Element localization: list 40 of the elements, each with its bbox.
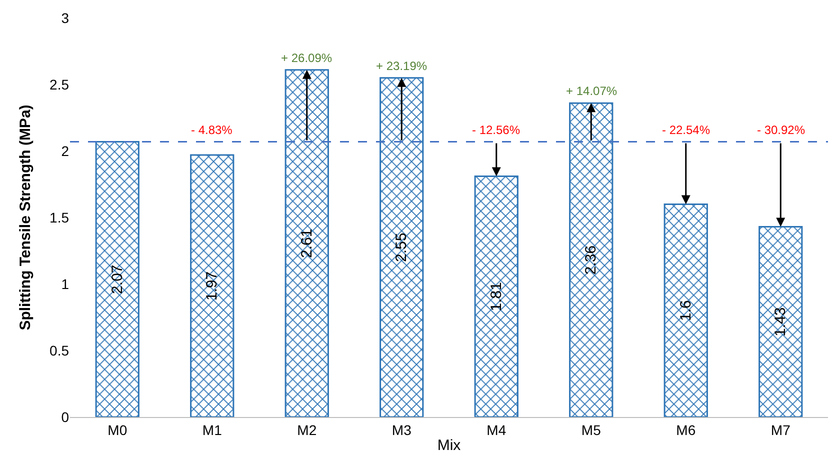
annotation: - 4.83% <box>191 123 233 137</box>
x-tick-label: M2 <box>297 422 317 438</box>
y-axis-title: Splitting Tensile Strength (MPa) <box>17 104 34 330</box>
data-label: 1.43 <box>772 307 790 337</box>
y-tick-label: 3 <box>61 10 70 26</box>
y-tick-label: 2 <box>61 142 70 159</box>
y-tick-label: 2.5 <box>50 76 70 92</box>
x-tick-label: M4 <box>486 422 506 438</box>
data-label: 2.07 <box>108 264 126 294</box>
bar <box>569 102 614 417</box>
x-tick-label: M6 <box>676 422 696 438</box>
bar <box>758 226 803 417</box>
annotation: + 23.19% <box>376 59 428 73</box>
x-tick-label: M5 <box>581 422 602 438</box>
annotation: - 22.54% <box>662 123 710 137</box>
data-label: 1.6 <box>677 300 694 322</box>
y-tick-label: 0.5 <box>50 342 70 358</box>
x-tick-label: M1 <box>202 422 222 438</box>
y-tick-label: 1 <box>61 276 70 292</box>
y-tick-label: 1.5 <box>50 209 70 226</box>
x-axis-title: Mix <box>437 436 462 454</box>
data-label: 2.36 <box>582 245 600 275</box>
bar <box>664 203 708 417</box>
annotation: - 30.92% <box>757 123 806 137</box>
annotation: + 26.09% <box>281 51 332 65</box>
bar <box>95 140 140 417</box>
bar <box>474 176 518 417</box>
annotation: - 12.56% <box>472 123 520 137</box>
y-tick-label: 0 <box>61 408 70 425</box>
bar <box>380 77 424 417</box>
data-label: 1.97 <box>204 271 221 301</box>
annotation: + 14.07% <box>566 84 618 98</box>
x-tick-label: M0 <box>108 422 128 438</box>
data-label: 2.61 <box>298 228 316 258</box>
x-tick-label: M3 <box>392 422 412 438</box>
x-tick-label: M7 <box>770 422 791 438</box>
bar <box>190 154 234 417</box>
data-label: 2.55 <box>393 232 410 262</box>
data-label: 1.81 <box>488 282 505 312</box>
bar <box>284 69 329 417</box>
